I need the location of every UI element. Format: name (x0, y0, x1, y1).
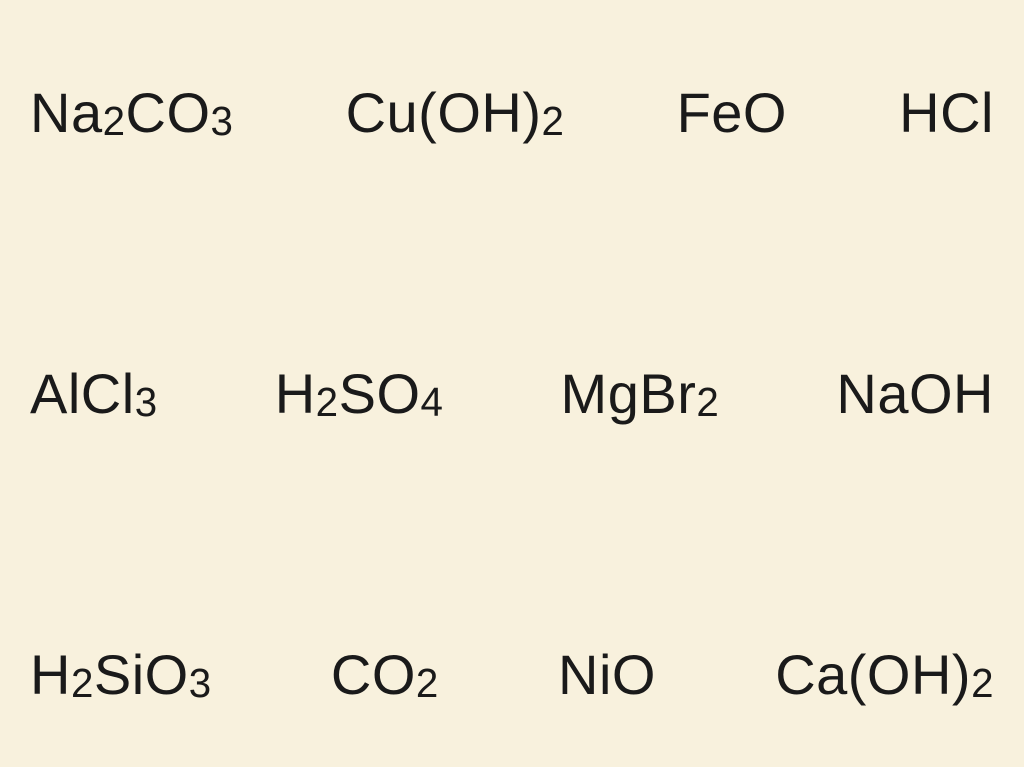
formula-text: HCl (899, 81, 994, 144)
chemical-formula: CO2 (331, 642, 439, 707)
formula-text: MgBr (561, 362, 697, 425)
subscript: 4 (421, 379, 444, 425)
formula-text: SiO (94, 643, 189, 706)
chemical-formula: NiO (558, 642, 656, 707)
formula-text: Na (30, 81, 103, 144)
formula-row: H2SiO3CO2NiOCa(OH)2 (30, 642, 994, 707)
chemical-formula: H2SO4 (275, 361, 444, 426)
subscript: 3 (189, 660, 212, 706)
formula-text: CO (331, 643, 416, 706)
subscript: 2 (971, 660, 994, 706)
chemical-formula: FeO (677, 80, 787, 145)
formula-row: Na2CO3Cu(OH)2FeOHCl (30, 80, 994, 145)
subscript: 3 (211, 98, 234, 144)
formula-text: NaOH (836, 362, 994, 425)
subscript: 2 (316, 379, 339, 425)
formula-text: Ca(OH) (775, 643, 971, 706)
subscript: 3 (135, 379, 158, 425)
chemical-formula: AlCl3 (30, 361, 158, 426)
formula-text: H (30, 643, 71, 706)
chemical-formula: Cu(OH)2 (346, 80, 565, 145)
formula-text: NiO (558, 643, 656, 706)
formula-text: FeO (677, 81, 787, 144)
formula-text: CO (126, 81, 211, 144)
chemical-formula: MgBr2 (561, 361, 720, 426)
subscript: 2 (541, 98, 564, 144)
chemical-formula: H2SiO3 (30, 642, 212, 707)
subscript: 2 (71, 660, 94, 706)
formula-text: AlCl (30, 362, 135, 425)
formula-text: Cu(OH) (346, 81, 542, 144)
chemical-formula: NaOH (836, 361, 994, 426)
chemical-formula: Na2CO3 (30, 80, 233, 145)
formula-text: H (275, 362, 316, 425)
formula-row: AlCl3H2SO4MgBr2NaOH (30, 361, 994, 426)
subscript: 2 (103, 98, 126, 144)
slide-canvas: Na2CO3Cu(OH)2FeOHClAlCl3H2SO4MgBr2NaOHH2… (0, 0, 1024, 767)
chemical-formula: HCl (899, 80, 994, 145)
subscript: 2 (696, 379, 719, 425)
chemical-formula: Ca(OH)2 (775, 642, 994, 707)
formula-text: SO (339, 362, 421, 425)
subscript: 2 (416, 660, 439, 706)
